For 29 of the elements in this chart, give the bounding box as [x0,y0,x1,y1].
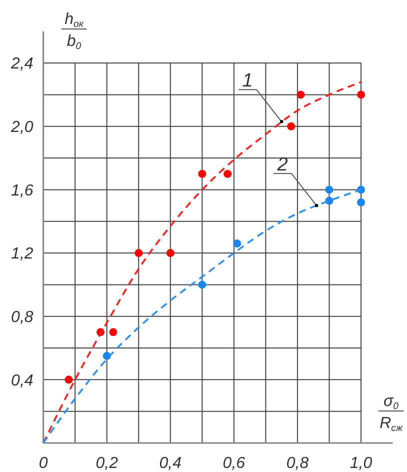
point [166,249,174,258]
point [198,280,206,289]
point [134,249,143,258]
y-tick-label: 2,4 [10,56,34,73]
point [287,122,296,130]
x-axis-title: σ$_{0}$ R$_{сж}$ [380,393,403,434]
x-tick-label: 0 [38,455,48,472]
x-tick-label: 0,4 [159,455,182,472]
point [357,90,366,99]
point [198,170,206,178]
y-tick-label: 2,0 [10,118,34,136]
point [64,376,73,384]
point [296,90,305,99]
point [109,328,118,336]
x-tick-label: 0,2 [96,455,118,472]
y-axis-title: h$_{ок}$ b$_{0}$ [64,11,84,52]
point [325,186,334,194]
x-tick-label: 1,0 [350,455,372,472]
x-tick-label: 0,6 [222,455,246,472]
y-tick-label: 0,4 [11,372,34,390]
annotation: 1 [242,70,253,92]
x-tick-label: 0,8 [286,455,309,472]
y-tick-label: 1,2 [11,246,34,263]
point [224,170,232,178]
y-tick-label: 1,6 [11,182,34,200]
y-tick-label: 0,8 [11,308,34,326]
annotation: 2 [276,154,288,176]
point [357,198,366,206]
point [233,240,242,248]
